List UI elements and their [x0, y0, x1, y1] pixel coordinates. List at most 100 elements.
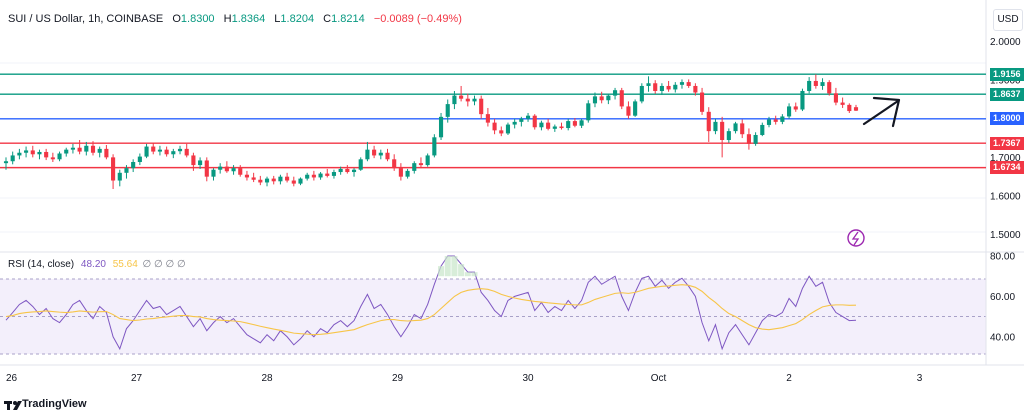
candle: [653, 80, 658, 94]
candle: [418, 157, 424, 169]
candle: [539, 120, 544, 131]
candle-body: [505, 124, 511, 134]
candle: [365, 141, 370, 162]
candle: [532, 114, 537, 130]
candle-body: [157, 149, 162, 152]
candle-body: [164, 149, 169, 155]
candle-body: [90, 145, 96, 153]
close-value: 1.8214: [331, 13, 365, 25]
symbol-title[interactable]: SUI / US Dollar, 1h, COINBASE: [8, 13, 164, 25]
brand-name: TradingView: [22, 398, 87, 410]
open-label: O: [172, 13, 181, 25]
candle: [412, 161, 417, 174]
candle: [492, 118, 497, 135]
candle: [44, 148, 49, 161]
tradingview-brand[interactable]: TradingView: [4, 398, 87, 410]
candle-body: [244, 174, 250, 178]
candle: [177, 145, 183, 155]
candle: [30, 145, 35, 158]
rsi-line: [5, 255, 857, 351]
indicator-badge-icon[interactable]: [847, 229, 865, 247]
candle-body: [559, 126, 564, 129]
candle-body: [740, 123, 745, 135]
candle-body: [124, 168, 129, 173]
candle: [746, 128, 751, 150]
candle-body: [224, 166, 229, 172]
candle-body: [311, 174, 316, 178]
candle-body: [338, 168, 343, 173]
rsi-overbought-fill: [464, 272, 471, 277]
candle-body: [50, 157, 55, 160]
rsi-tick-label: 60.00: [990, 292, 1015, 303]
low-value: 1.8204: [280, 13, 315, 25]
candle-body: [278, 176, 283, 182]
candle-body: [686, 82, 691, 86]
candle-body: [813, 80, 818, 86]
support-resistance-levels: [0, 73, 986, 169]
candle-body: [606, 95, 611, 101]
open-value: 1.8300: [180, 13, 215, 25]
candle: [405, 168, 410, 179]
candle: [459, 85, 464, 102]
candle: [599, 91, 604, 104]
candle-body: [3, 161, 9, 164]
candle: [700, 87, 705, 115]
candle-body: [151, 146, 156, 152]
currency-button[interactable]: USD: [993, 9, 1023, 31]
candle: [137, 153, 142, 166]
candle-body: [499, 130, 504, 134]
candle-body: [653, 83, 658, 91]
time-tick-label: 3: [917, 373, 923, 384]
candle: [298, 177, 303, 186]
rsi-toggles[interactable]: ∅ ∅ ∅ ∅: [142, 259, 186, 270]
candle: [820, 78, 825, 90]
rsi-overbought-fill: [444, 256, 451, 277]
candle: [546, 118, 551, 131]
candle: [291, 176, 296, 187]
candle: [351, 168, 357, 177]
candle: [686, 79, 691, 88]
rsi-legend: RSI (14, close) 48.20 55.64 ∅ ∅ ∅ ∅: [8, 259, 186, 270]
candle: [211, 168, 216, 181]
change-value: −0.0089 (−0.49%): [373, 13, 462, 25]
candle: [713, 118, 718, 135]
time-tick-label: 28: [261, 373, 273, 384]
candle-body: [572, 121, 577, 126]
candle-body: [539, 122, 544, 128]
candle-body: [184, 148, 189, 156]
candle: [131, 159, 136, 173]
candle: [198, 157, 203, 169]
candle-body: [325, 173, 330, 176]
rsi-overbought-fill: [451, 256, 458, 277]
candle: [10, 151, 15, 165]
candle: [847, 103, 852, 113]
rsi-title[interactable]: RSI (14, close): [8, 259, 75, 270]
candle-body: [800, 90, 805, 110]
candle-body: [807, 80, 812, 91]
candle-body: [753, 134, 758, 144]
price-tag: 1.7367: [990, 136, 1024, 150]
candle: [24, 146, 29, 158]
candle-body: [853, 107, 859, 111]
candle-body: [37, 151, 42, 155]
candle-body: [204, 160, 209, 177]
candle-body: [345, 168, 350, 173]
candle-body: [726, 131, 731, 140]
candle: [77, 140, 82, 155]
candle: [50, 152, 55, 162]
high-value: 1.8364: [231, 13, 266, 25]
candle: [726, 128, 731, 143]
candle: [760, 122, 765, 137]
candle: [191, 152, 196, 171]
candle-body: [465, 98, 470, 102]
candle-body: [566, 121, 571, 129]
candle: [646, 76, 651, 92]
candle: [385, 148, 390, 162]
rsi-tick-label: 80.00: [990, 252, 1015, 263]
close-label: C: [323, 13, 332, 25]
candle: [372, 145, 377, 159]
candle: [485, 107, 490, 127]
candle: [144, 143, 149, 159]
candle: [204, 157, 209, 182]
